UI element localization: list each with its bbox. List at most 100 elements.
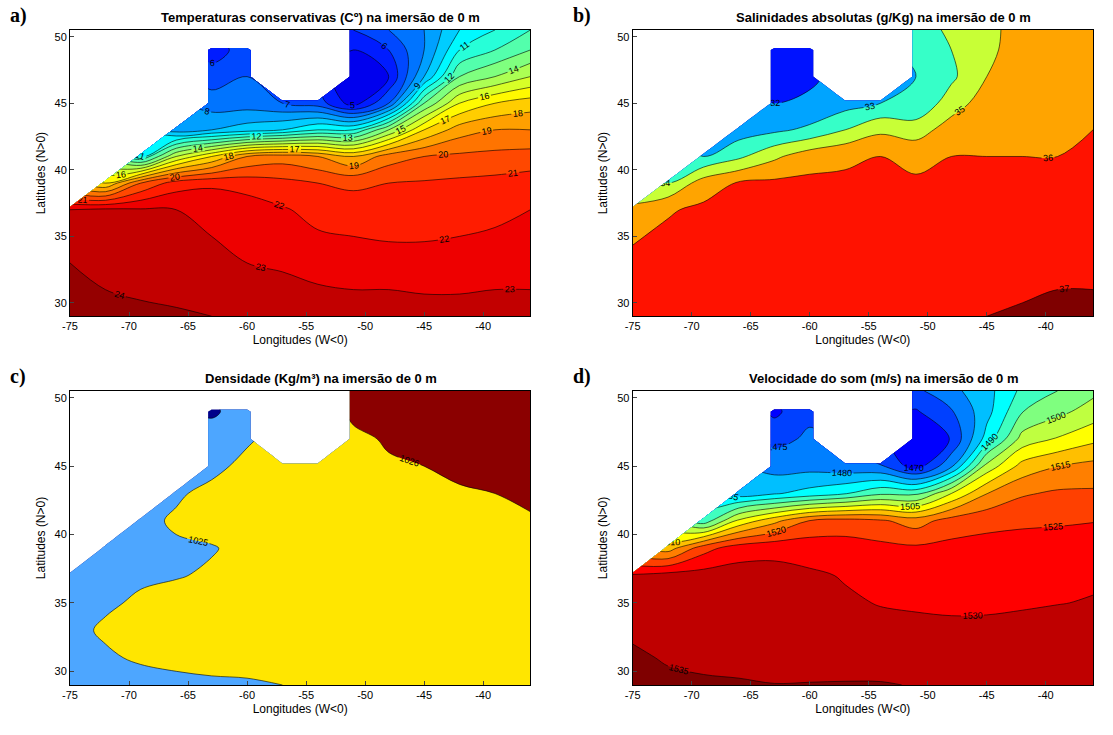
svg-text:1525: 1525 [1043,521,1064,533]
svg-text:Longitudes (W<0): Longitudes (W<0) [253,702,348,716]
svg-text:40: 40 [55,164,67,176]
svg-text:Salinidades absolutas (g/Kg) n: Salinidades absolutas (g/Kg) na imersão … [736,10,1031,25]
svg-text:21: 21 [77,194,88,205]
svg-text:32: 32 [770,98,780,108]
svg-text:30: 30 [55,665,67,677]
svg-text:15: 15 [394,123,407,136]
svg-text:35: 35 [617,597,629,609]
svg-text:1025: 1025 [187,534,209,548]
svg-text:37: 37 [1059,283,1070,294]
svg-text:-55: -55 [298,689,314,701]
svg-text:16: 16 [479,91,491,103]
svg-text:1505: 1505 [900,501,920,512]
svg-text:30: 30 [617,665,629,677]
svg-text:35: 35 [55,597,67,609]
svg-text:-75: -75 [625,320,641,332]
svg-text:33: 33 [864,101,876,113]
svg-text:1470: 1470 [904,463,924,473]
svg-text:Latitudes (N>0): Latitudes (N>0) [34,132,48,214]
svg-text:50: 50 [55,31,67,43]
svg-text:1535: 1535 [668,662,690,677]
svg-text:9: 9 [412,81,423,91]
svg-text:-40: -40 [1038,320,1054,332]
svg-text:19: 19 [481,125,493,137]
svg-text:-70: -70 [684,320,700,332]
svg-text:-65: -65 [180,320,196,332]
svg-text:22: 22 [439,233,451,244]
svg-text:50: 50 [617,392,629,404]
svg-text:1495: 1495 [649,490,671,506]
svg-text:14: 14 [507,63,520,76]
svg-text:50: 50 [55,392,67,404]
svg-text:-70: -70 [121,320,137,332]
svg-text:Velocidade do som (m/s) na ime: Velocidade do som (m/s) na imersão de 0 … [749,371,1018,386]
svg-text:18: 18 [223,151,235,163]
svg-text:1026: 1026 [398,453,420,469]
svg-text:21: 21 [507,168,518,179]
svg-text:Longitudes (W<0): Longitudes (W<0) [815,702,910,716]
svg-text:1530: 1530 [962,610,982,621]
svg-text:24: 24 [113,289,125,301]
svg-text:1510: 1510 [660,537,680,547]
svg-text:17: 17 [439,113,452,126]
svg-text:Latitudes (N>0): Latitudes (N>0) [34,497,48,579]
svg-text:10: 10 [142,125,155,138]
svg-text:45: 45 [55,460,67,472]
svg-text:35: 35 [617,230,629,242]
svg-text:1485: 1485 [718,488,740,502]
svg-text:11: 11 [458,39,471,53]
svg-text:-60: -60 [239,320,255,332]
svg-text:Longitudes (W<0): Longitudes (W<0) [253,333,348,347]
svg-text:d): d) [573,365,591,388]
svg-text:22: 22 [273,199,286,212]
svg-text:11: 11 [134,150,146,162]
svg-text:1500: 1500 [1045,409,1067,425]
svg-text:5: 5 [350,100,355,110]
svg-text:50: 50 [617,31,629,43]
svg-text:-45: -45 [416,320,432,332]
svg-text:-60: -60 [802,689,818,701]
svg-text:-75: -75 [625,689,641,701]
svg-text:1515: 1515 [1050,459,1072,473]
svg-text:-75: -75 [62,689,78,701]
svg-text:-45: -45 [979,320,995,332]
svg-text:a): a) [10,4,27,27]
svg-text:40: 40 [55,528,67,540]
svg-text:13: 13 [79,135,91,147]
svg-text:-45: -45 [979,689,995,701]
svg-text:-45: -45 [416,689,432,701]
svg-text:8: 8 [204,106,211,117]
svg-text:-50: -50 [357,689,373,701]
svg-text:-70: -70 [684,689,700,701]
svg-text:9: 9 [89,53,98,64]
svg-text:23: 23 [255,261,267,273]
svg-text:-55: -55 [861,320,877,332]
svg-text:1480: 1480 [832,468,852,478]
svg-text:45: 45 [617,460,629,472]
svg-text:1490: 1490 [979,431,1000,452]
svg-text:-65: -65 [743,689,759,701]
svg-text:45: 45 [617,97,629,109]
svg-text:7: 7 [284,99,291,110]
svg-text:20: 20 [438,149,449,160]
svg-text:-55: -55 [298,320,314,332]
svg-text:-70: -70 [121,689,137,701]
svg-text:Longitudes (W<0): Longitudes (W<0) [815,333,910,347]
svg-text:-40: -40 [475,689,491,701]
svg-text:-50: -50 [357,320,373,332]
svg-text:Latitudes (N>0): Latitudes (N>0) [597,497,611,579]
svg-text:-60: -60 [802,320,818,332]
svg-text:23: 23 [505,284,515,294]
svg-text:40: 40 [617,164,629,176]
svg-text:1475: 1475 [767,442,787,452]
svg-text:12: 12 [442,71,456,85]
svg-text:6: 6 [210,58,215,68]
svg-text:c): c) [10,365,26,388]
svg-text:b): b) [573,4,591,27]
svg-text:12: 12 [251,131,261,141]
svg-text:-50: -50 [920,320,936,332]
svg-text:30: 30 [617,297,629,309]
svg-text:34: 34 [660,178,670,188]
svg-text:Temperaturas conservativas (Cº: Temperaturas conservativas (Cº) na imers… [161,10,480,25]
svg-text:-65: -65 [180,689,196,701]
